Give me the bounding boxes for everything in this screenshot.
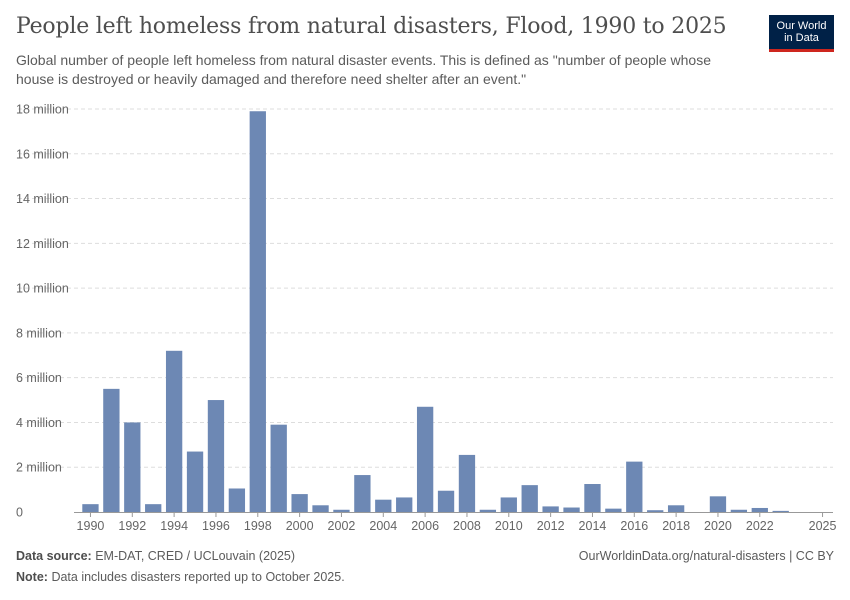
bar-2008[interactable] [458, 454, 476, 512]
x-tick-label: 2014 [579, 519, 607, 533]
source-url-link[interactable]: OurWorldinData.org/natural-disasters | C… [578, 549, 834, 563]
bar-2016[interactable] [626, 461, 643, 512]
bar-2007[interactable] [437, 490, 455, 512]
bar-2022[interactable] [751, 507, 768, 512]
x-tick-label: 2006 [411, 519, 439, 533]
x-tick-label: 2008 [453, 519, 481, 533]
bar-2006[interactable] [416, 406, 434, 512]
bar-2015[interactable] [605, 508, 622, 512]
bar-1991[interactable] [103, 388, 120, 512]
axes: 0 2 million 4 million 6 million 8 million 10 … [16, 103, 836, 534]
data-source-label: Data source: [16, 549, 92, 563]
bars [82, 111, 789, 512]
note-label: Note: [16, 570, 48, 584]
x-tick-label: 2012 [537, 519, 565, 533]
x-tick-label: 1996 [202, 519, 230, 533]
y-tick-label: 8 million [16, 326, 62, 340]
bar-2001[interactable] [312, 505, 329, 512]
bar-1998[interactable] [249, 111, 266, 512]
x-tick-label: 1994 [160, 519, 188, 533]
data-source: Data source: EM-DAT, CRED / UCLouvain (2… [16, 549, 295, 563]
y-tick-label: 16 million [16, 147, 69, 161]
bar-2021[interactable] [730, 509, 748, 512]
bar-2013[interactable] [563, 507, 580, 512]
note-text: Data includes disasters reported up to O… [51, 570, 345, 584]
x-tick-label: 1998 [244, 519, 272, 533]
x-tick-label: 1992 [118, 519, 146, 533]
y-tick-label: 10 million [16, 282, 69, 296]
y-tick-label: 18 million [16, 103, 69, 117]
x-tick-label: 1990 [77, 519, 105, 533]
x-tick-label: 2010 [495, 519, 523, 533]
x-tick-label: 2004 [369, 519, 397, 533]
bar-2011[interactable] [521, 485, 538, 512]
bar-1992[interactable] [124, 422, 141, 512]
bar-2010[interactable] [500, 497, 517, 512]
bar-2014[interactable] [584, 484, 601, 512]
bar-2012[interactable] [542, 506, 559, 512]
bar-1999[interactable] [270, 424, 287, 512]
chart-subtitle: Global number of people left homeless fr… [16, 52, 711, 87]
bar-2023[interactable] [772, 510, 789, 512]
logo-line-2: in Data [784, 32, 819, 44]
bar-1993[interactable] [145, 504, 162, 512]
logo-line-1: Our World [776, 20, 827, 32]
x-tick-label: 2020 [704, 519, 732, 533]
data-note: Note: Data includes disasters reported u… [16, 570, 345, 584]
y-tick-label: 4 million [16, 416, 62, 430]
data-source-link[interactable]: EM-DAT, CRED / UCLouvain (2025) [95, 549, 296, 563]
x-tick-label: 2000 [286, 519, 314, 533]
bar-1994[interactable] [165, 350, 183, 512]
x-tick-label: 2016 [620, 519, 648, 533]
x-tick-label: 2022 [746, 519, 774, 533]
y-tick-label: 0 [16, 506, 23, 520]
bar-1997[interactable] [228, 488, 246, 512]
bar-2004[interactable] [375, 499, 392, 512]
bar-1995[interactable] [186, 451, 204, 512]
bar-2003[interactable] [354, 475, 371, 512]
y-tick-label: 2 million [16, 461, 62, 475]
x-tick-label: 2018 [662, 519, 690, 533]
bar-2020[interactable] [709, 496, 727, 512]
bar-2005[interactable] [396, 497, 413, 512]
bar-2002[interactable] [333, 509, 350, 512]
bar-2000[interactable] [291, 494, 308, 512]
bar-2009[interactable] [479, 509, 497, 512]
x-tick-label: 2002 [328, 519, 356, 533]
y-tick-label: 14 million [16, 192, 69, 206]
y-tick-label: 12 million [16, 237, 69, 251]
bar-1990[interactable] [82, 504, 99, 512]
x-tick-label: 2025 [809, 519, 837, 533]
bar-2017[interactable] [647, 510, 664, 512]
owid-logo[interactable]: Our World in Data [769, 15, 834, 52]
chart-title: People left homeless from natural disast… [16, 14, 727, 39]
bar-2018[interactable] [667, 505, 685, 512]
bar-1996[interactable] [207, 400, 225, 512]
y-tick-label: 6 million [16, 371, 62, 385]
